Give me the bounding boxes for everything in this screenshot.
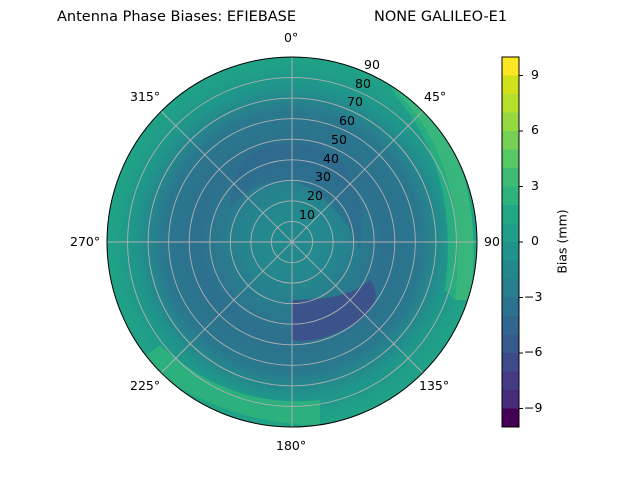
angle-tick: 45°	[424, 89, 447, 104]
angle-tick: 0°	[284, 30, 299, 45]
radial-tick: 70	[347, 94, 363, 109]
radial-tick: 60	[339, 113, 355, 128]
colorbar-label: Bias (mm)	[554, 209, 570, 274]
colorbar-tick: 0	[531, 233, 539, 248]
title-left: Antenna Phase Biases: EFIEBASE	[57, 9, 297, 25]
angle-tick: 180°	[276, 438, 307, 453]
angle-tick: 135°	[419, 378, 450, 393]
angle-tick: 315°	[130, 89, 161, 104]
colorbar-tick: −3	[524, 289, 543, 304]
title-right: NONE GALILEO-E1	[374, 9, 508, 25]
angle-tick: 225°	[130, 378, 161, 393]
radial-tick: 90	[364, 57, 380, 72]
colorbar-tick: 6	[531, 122, 539, 137]
angle-tick: 270°	[70, 234, 101, 249]
colorbar-tick: −9	[524, 400, 543, 415]
radial-tick: 10	[299, 207, 315, 222]
radial-tick: 20	[307, 188, 323, 203]
angle-tick: 90	[484, 234, 500, 249]
colorbar	[501, 56, 523, 428]
colorbar-tick: 3	[531, 178, 539, 193]
colorbar-tick: 9	[531, 67, 539, 82]
radial-tick: 40	[323, 151, 339, 166]
radial-tick: 50	[331, 132, 347, 147]
radial-tick: 30	[315, 169, 331, 184]
radial-tick: 80	[355, 76, 371, 91]
colorbar-tick: −6	[524, 344, 543, 359]
